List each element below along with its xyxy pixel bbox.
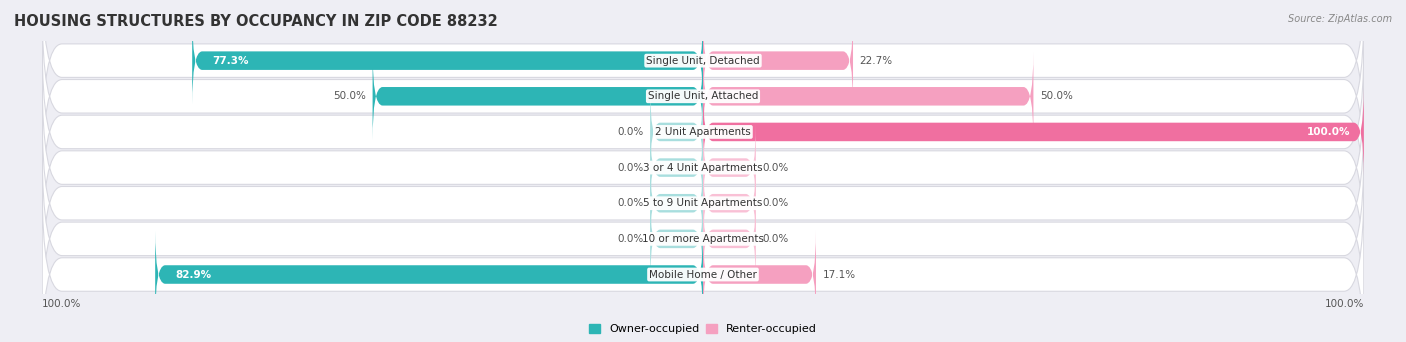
Text: 0.0%: 0.0% <box>617 127 644 137</box>
Text: Single Unit, Attached: Single Unit, Attached <box>648 91 758 101</box>
Text: 50.0%: 50.0% <box>1040 91 1073 101</box>
Text: Single Unit, Detached: Single Unit, Detached <box>647 56 759 66</box>
FancyBboxPatch shape <box>155 230 703 319</box>
Text: 0.0%: 0.0% <box>762 234 789 244</box>
FancyBboxPatch shape <box>703 123 756 212</box>
Text: 3 or 4 Unit Apartments: 3 or 4 Unit Apartments <box>643 162 763 173</box>
Text: 100.0%: 100.0% <box>1308 127 1351 137</box>
Text: 77.3%: 77.3% <box>212 56 249 66</box>
FancyBboxPatch shape <box>42 184 1364 342</box>
Text: Mobile Home / Other: Mobile Home / Other <box>650 269 756 279</box>
Text: 0.0%: 0.0% <box>617 198 644 208</box>
Text: 100.0%: 100.0% <box>42 300 82 310</box>
Text: 100.0%: 100.0% <box>1324 300 1364 310</box>
FancyBboxPatch shape <box>373 52 703 141</box>
FancyBboxPatch shape <box>703 230 815 319</box>
Text: 0.0%: 0.0% <box>617 162 644 173</box>
Text: 50.0%: 50.0% <box>333 91 366 101</box>
FancyBboxPatch shape <box>193 16 703 105</box>
Text: 2 Unit Apartments: 2 Unit Apartments <box>655 127 751 137</box>
Text: 0.0%: 0.0% <box>762 162 789 173</box>
FancyBboxPatch shape <box>42 149 1364 329</box>
Text: Source: ZipAtlas.com: Source: ZipAtlas.com <box>1288 14 1392 24</box>
FancyBboxPatch shape <box>650 123 703 212</box>
FancyBboxPatch shape <box>650 159 703 247</box>
FancyBboxPatch shape <box>703 52 1033 141</box>
FancyBboxPatch shape <box>42 42 1364 222</box>
FancyBboxPatch shape <box>42 113 1364 293</box>
FancyBboxPatch shape <box>42 77 1364 258</box>
Text: HOUSING STRUCTURES BY OCCUPANCY IN ZIP CODE 88232: HOUSING STRUCTURES BY OCCUPANCY IN ZIP C… <box>14 14 498 29</box>
Text: 82.9%: 82.9% <box>174 269 211 279</box>
Text: 0.0%: 0.0% <box>762 198 789 208</box>
Text: 5 to 9 Unit Apartments: 5 to 9 Unit Apartments <box>644 198 762 208</box>
Text: 10 or more Apartments: 10 or more Apartments <box>643 234 763 244</box>
FancyBboxPatch shape <box>703 16 853 105</box>
FancyBboxPatch shape <box>703 88 1364 176</box>
FancyBboxPatch shape <box>42 0 1364 151</box>
FancyBboxPatch shape <box>650 88 703 176</box>
FancyBboxPatch shape <box>703 195 756 283</box>
FancyBboxPatch shape <box>703 159 756 247</box>
FancyBboxPatch shape <box>650 195 703 283</box>
FancyBboxPatch shape <box>42 6 1364 186</box>
Text: 17.1%: 17.1% <box>823 269 856 279</box>
Legend: Owner-occupied, Renter-occupied: Owner-occupied, Renter-occupied <box>589 324 817 334</box>
Text: 0.0%: 0.0% <box>617 234 644 244</box>
Text: 22.7%: 22.7% <box>859 56 893 66</box>
